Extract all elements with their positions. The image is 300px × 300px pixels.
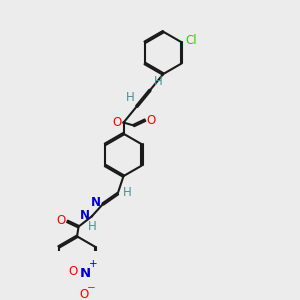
Text: +: + bbox=[89, 259, 98, 269]
Text: N: N bbox=[80, 267, 91, 280]
Text: O: O bbox=[69, 265, 78, 278]
Text: O: O bbox=[79, 288, 88, 300]
Text: H: H bbox=[87, 220, 96, 233]
Text: N: N bbox=[91, 196, 101, 209]
Text: H: H bbox=[126, 91, 135, 104]
Text: −: − bbox=[87, 283, 95, 293]
Text: O: O bbox=[112, 116, 122, 129]
Text: O: O bbox=[57, 214, 66, 227]
Text: H: H bbox=[123, 186, 132, 199]
Text: Cl: Cl bbox=[185, 34, 197, 47]
Text: N: N bbox=[80, 209, 90, 222]
Text: H: H bbox=[154, 75, 162, 88]
Text: O: O bbox=[146, 114, 156, 127]
